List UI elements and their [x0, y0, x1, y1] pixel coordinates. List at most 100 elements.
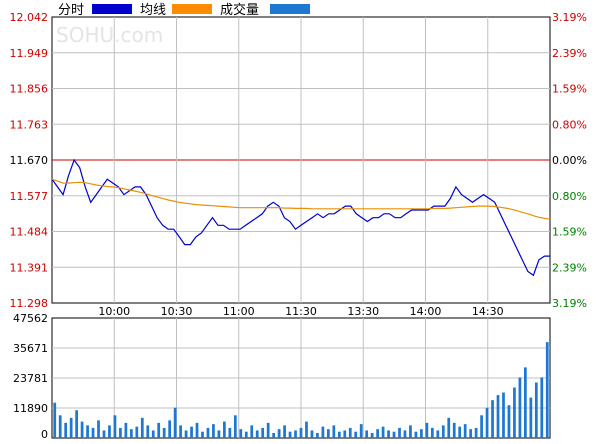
price-tick-label: 11.670 — [10, 154, 49, 167]
volume-bar — [299, 427, 303, 438]
legend-label-volume: 成交量 — [220, 2, 259, 18]
volume-bar — [157, 422, 161, 438]
volume-bar — [507, 405, 511, 438]
volume-bar — [58, 415, 62, 438]
volume-bar — [326, 429, 330, 438]
volume-bar — [233, 415, 237, 438]
percent-tick-label: 1.59% — [552, 83, 587, 96]
percent-tick-label: 2.39% — [552, 47, 587, 60]
volume-bar — [463, 424, 467, 438]
time-tick-label: 14:30 — [472, 305, 504, 318]
volume-bar — [250, 425, 254, 438]
volume-bar — [184, 430, 188, 438]
volume-bar — [201, 431, 204, 438]
price-tick-label: 11.391 — [10, 261, 49, 274]
volume-bar — [255, 430, 259, 438]
volume-bar — [337, 431, 341, 438]
price-tick-label: 11.577 — [10, 190, 49, 203]
time-tick-label: 10:00 — [98, 305, 130, 318]
volume-bar — [480, 415, 483, 438]
price-tick-label: 12.042 — [10, 11, 49, 24]
volume-bar — [239, 429, 243, 438]
volume-bar — [376, 429, 379, 438]
volume-bar — [420, 429, 423, 438]
volume-bar — [441, 425, 445, 438]
time-tick-label: 13:30 — [347, 305, 379, 318]
volume-bar — [266, 422, 270, 438]
volume-bar — [403, 430, 407, 438]
volume-tick-label: 35671 — [13, 342, 48, 355]
average-price-line — [51, 178, 551, 220]
volume-bar — [212, 424, 215, 438]
volume-bar — [244, 431, 248, 438]
volume-bar — [409, 425, 412, 438]
volume-bar — [305, 421, 308, 438]
volume-bar — [162, 427, 166, 438]
time-tick-label: 10:30 — [161, 305, 193, 318]
volume-tick-label: 47562 — [13, 312, 48, 325]
volume-tick-label: 23781 — [13, 372, 48, 385]
volume-bar — [321, 426, 325, 438]
volume-bar — [80, 421, 84, 438]
time-tick-label: 11:30 — [285, 305, 317, 318]
volume-bar — [129, 429, 133, 438]
volume-bar — [359, 424, 363, 438]
volume-bar — [294, 430, 297, 438]
volume-bar — [151, 430, 155, 438]
volume-bar — [529, 397, 533, 438]
volume-bar — [310, 430, 314, 438]
volume-bar — [545, 342, 549, 438]
volume-bar — [119, 427, 122, 438]
volume-bar — [518, 377, 522, 438]
price-tick-label: 11.949 — [10, 47, 49, 60]
series-layer — [51, 158, 551, 277]
volume-bar — [140, 417, 144, 438]
volume-tick-label: 0 — [41, 428, 48, 440]
legend-swatch-volume — [270, 4, 310, 14]
volume-bar — [502, 392, 505, 438]
volume-bar — [365, 430, 369, 438]
price-tick-label: 11.856 — [10, 83, 49, 96]
volume-bar — [524, 367, 527, 438]
volume-bars — [53, 342, 549, 438]
volume-bar — [491, 400, 494, 438]
volume-bar — [430, 427, 434, 438]
legend-label-price: 分时 — [58, 3, 84, 18]
volume-bar — [102, 430, 106, 438]
volume-bar — [277, 429, 281, 438]
volume-bar — [436, 430, 440, 438]
volume-bar — [469, 429, 473, 438]
volume-bar — [370, 432, 374, 438]
price-tick-label: 11.298 — [10, 297, 49, 310]
volume-bar — [124, 422, 128, 438]
volume-bar — [217, 430, 221, 438]
volume-bar — [387, 430, 390, 438]
volume-bar — [272, 432, 276, 438]
price-tick-label: 11.484 — [10, 226, 49, 239]
volume-bar — [354, 431, 358, 438]
volume-axis: 47562 35671 23781 11890 0 — [13, 312, 48, 441]
volume-bar — [69, 417, 73, 438]
volume-bar — [53, 402, 57, 438]
grid-lines — [52, 17, 550, 438]
volume-bar — [146, 425, 150, 438]
volume-bar — [381, 426, 385, 438]
volume-bar — [206, 427, 210, 438]
volume-bar — [190, 426, 193, 438]
percent-tick-label: 3.19% — [552, 11, 587, 24]
volume-bar — [534, 382, 538, 438]
percent-tick-label: 3.19% — [552, 297, 587, 310]
price-tick-label: 11.763 — [10, 118, 49, 131]
volume-bar — [223, 421, 226, 438]
volume-bar — [179, 425, 182, 438]
watermark: SOHU.com — [56, 23, 163, 47]
volume-bar — [425, 422, 429, 438]
volume-bar — [458, 426, 462, 438]
time-tick-label: 14:00 — [410, 305, 442, 318]
volume-bar — [173, 407, 177, 438]
price-line — [51, 158, 550, 277]
volume-bar — [283, 425, 286, 438]
volume-bar — [86, 425, 89, 438]
volume-bar — [97, 420, 100, 438]
